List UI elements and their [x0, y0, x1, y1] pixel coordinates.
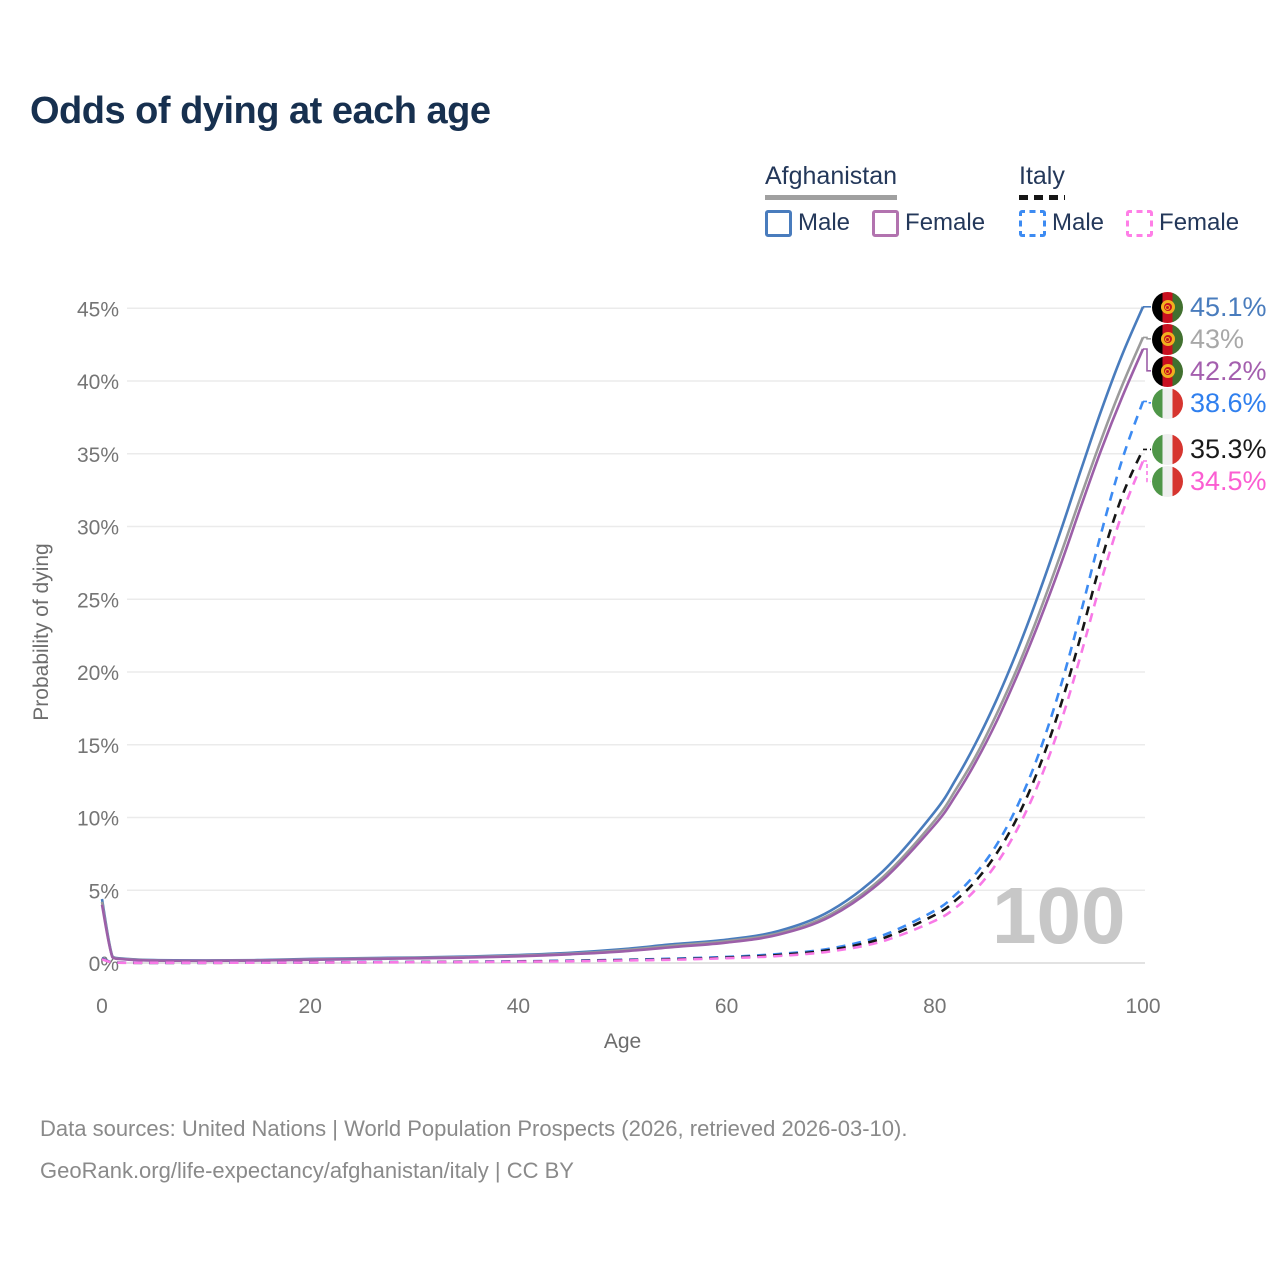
legend-row-afghanistan: Male Female	[765, 209, 985, 237]
legend-label-male: Male	[798, 209, 851, 236]
series-line-afghanistan-both-sexes	[100, 336, 1145, 963]
end-value-label: 42.2%	[1190, 355, 1267, 386]
end-label-connector	[1143, 336, 1151, 340]
afghanistan-flag-icon	[1152, 291, 1183, 323]
x-tick-label: 0	[96, 995, 108, 1018]
series-line-afghanistan-female	[100, 348, 1145, 963]
series-line-italy-both-sexes	[101, 448, 1145, 965]
y-tick-label: 15%	[77, 735, 119, 758]
x-tick-label: 40	[507, 995, 530, 1018]
y-axis-title: Probability of dying	[30, 543, 53, 720]
italy-flag-icon	[1152, 387, 1183, 419]
end-value-label: 38.6%	[1190, 387, 1267, 418]
y-tick-label: 20%	[77, 662, 119, 685]
x-tick-label: 100	[1125, 995, 1160, 1018]
legend-header-italy: Italy	[1019, 162, 1065, 200]
legend-item-italy-male[interactable]: Male	[1019, 209, 1104, 237]
end-label-connector	[1143, 460, 1151, 483]
footer-line-sources: Data sources: United Nations | World Pop…	[40, 1116, 908, 1141]
legend-label-male: Male	[1052, 209, 1105, 236]
x-tick-label: 60	[715, 995, 738, 1018]
afghanistan-emblem-icon	[1160, 300, 1175, 314]
y-tick-label: 10%	[77, 808, 119, 831]
end-label-connector	[1143, 348, 1151, 372]
checkbox-italy-female[interactable]	[1126, 209, 1154, 237]
legend-country-label: Afghanistan	[765, 162, 898, 190]
page-title: Odds of dying at each age	[30, 90, 491, 132]
italy-underline	[1019, 195, 1065, 200]
afghanistan-emblem-inner	[1165, 368, 1170, 374]
italy-flag-icon	[1152, 433, 1183, 465]
legend-header-afghanistan: Afghanistan	[765, 162, 898, 200]
x-tick-label: 20	[299, 995, 322, 1018]
legend-item-italy-female[interactable]: Female	[1126, 209, 1239, 237]
y-tick-label: 40%	[77, 371, 119, 394]
legend-item-afghanistan-female[interactable]: Female	[872, 209, 985, 237]
x-tick-label: 80	[923, 995, 946, 1018]
end-value-label: 34.5%	[1190, 465, 1267, 496]
legend-label-female: Female	[1159, 209, 1240, 236]
series-line-italy-male	[101, 400, 1145, 965]
checkbox-afghanistan-male[interactable]	[765, 209, 792, 237]
afghanistan-flag-icon	[1152, 323, 1183, 355]
series-line-afghanistan-male	[100, 306, 1145, 962]
x-axis-title: Age	[604, 1030, 641, 1053]
afghanistan-emblem-icon	[1160, 332, 1175, 346]
end-label-row-italy-female: 34.5%	[1152, 464, 1267, 498]
y-tick-label: 45%	[77, 298, 119, 321]
legend-group-italy: Italy Male Female	[1019, 162, 1239, 237]
y-tick-label: 30%	[77, 517, 119, 540]
y-tick-label: 5%	[89, 880, 119, 903]
legend-label-female: Female	[905, 209, 986, 236]
data-source-footer: Data sources: United Nations | World Pop…	[40, 1108, 907, 1192]
end-label-row-afghanistan-both-sexes: 43%	[1152, 322, 1244, 356]
afghanistan-underline	[765, 195, 898, 200]
end-value-label: 43%	[1190, 323, 1245, 354]
footer-line-url: GeoRank.org/life-expectancy/afghanistan/…	[40, 1158, 574, 1183]
end-label-row-afghanistan-female: 42.2%	[1152, 354, 1267, 388]
y-tick-label: 25%	[77, 589, 119, 612]
afghanistan-flag-icon	[1152, 355, 1183, 387]
y-tick-label: 0%	[89, 953, 119, 976]
end-label-row-italy-male: 38.6%	[1152, 386, 1267, 420]
afghanistan-emblem-icon	[1160, 364, 1175, 378]
end-value-label: 35.3%	[1190, 433, 1267, 464]
series-line-italy-female	[101, 460, 1145, 965]
legend-country-label: Italy	[1019, 162, 1065, 190]
legend-group-afghanistan: Afghanistan Male Female	[765, 162, 985, 237]
end-label-row-afghanistan-male: 45.1%	[1152, 290, 1267, 324]
afghanistan-emblem-inner	[1165, 304, 1170, 310]
checkbox-afghanistan-female[interactable]	[872, 209, 900, 237]
y-tick-label: 35%	[77, 444, 119, 467]
checkbox-italy-male[interactable]	[1019, 209, 1046, 237]
end-label-connector	[1143, 400, 1151, 404]
end-label-row-italy-both-sexes: 35.3%	[1152, 432, 1267, 466]
age-counter-watermark: 100	[992, 871, 1126, 960]
italy-flag-icon	[1152, 465, 1183, 497]
end-value-label: 45.1%	[1190, 291, 1267, 322]
afghanistan-emblem-inner	[1165, 336, 1170, 342]
legend-row-italy: Male Female	[1019, 209, 1239, 237]
legend-item-afghanistan-male[interactable]: Male	[765, 209, 850, 237]
